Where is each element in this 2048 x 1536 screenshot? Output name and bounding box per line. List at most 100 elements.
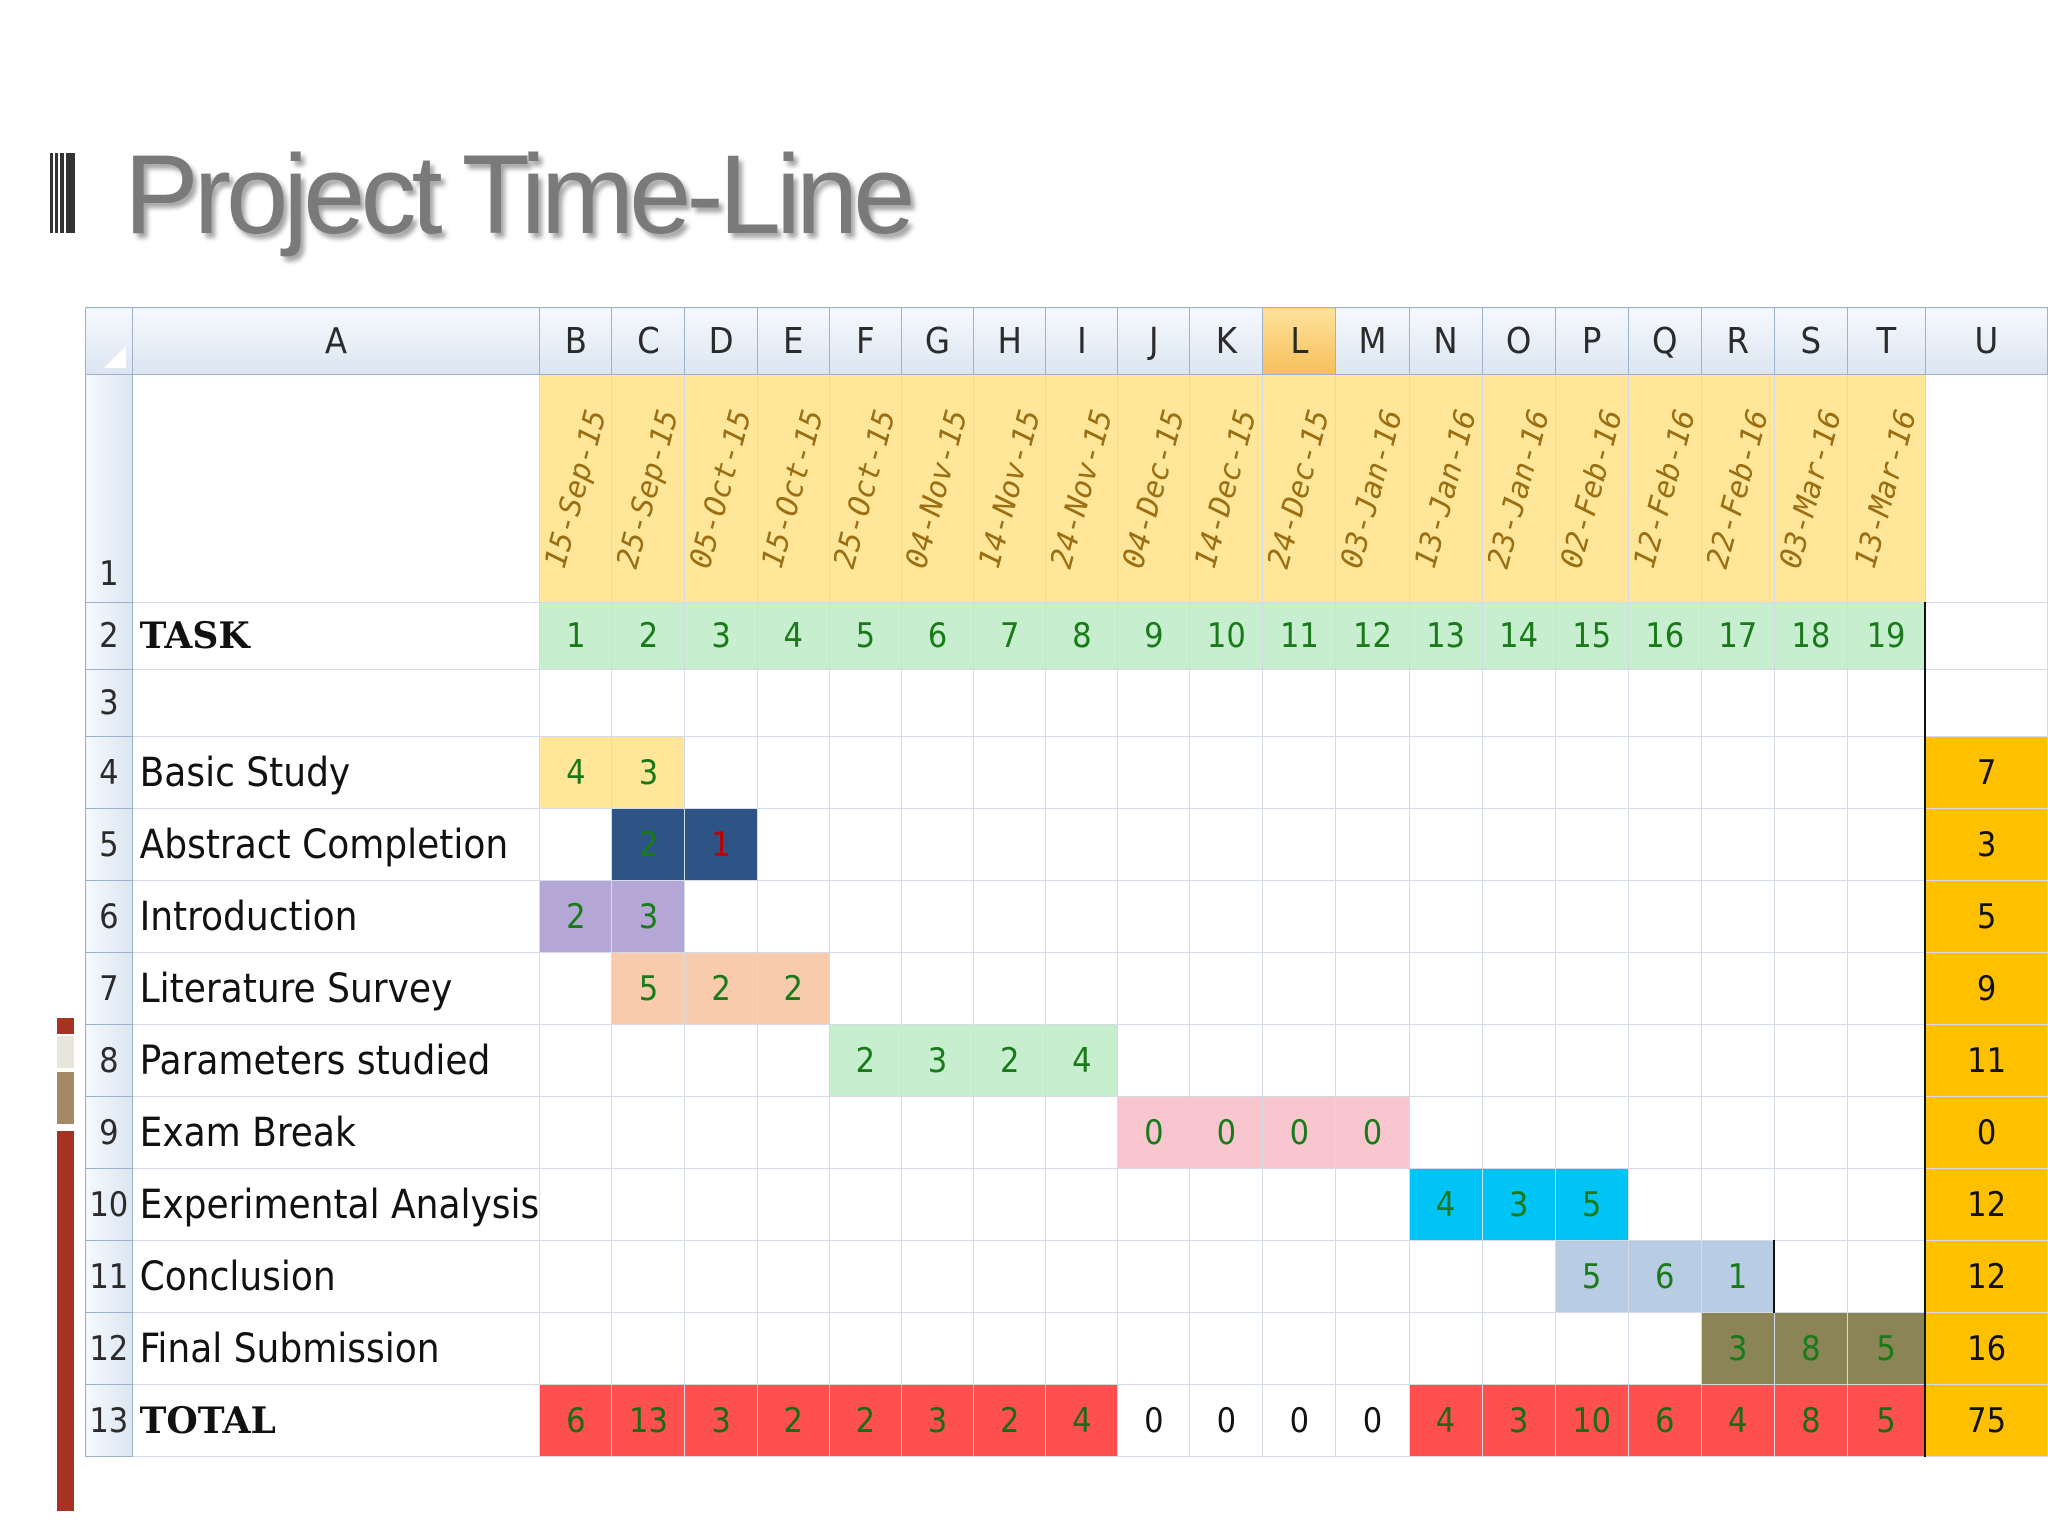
total-cell[interactable]: 4 — [1408, 1384, 1483, 1457]
task-total-cell[interactable]: 7 — [1924, 736, 2048, 809]
task-duration-cell[interactable]: 2 — [539, 880, 613, 953]
cell[interactable] — [1846, 669, 1927, 737]
total-label[interactable]: TOTAL — [131, 1384, 541, 1457]
cell[interactable] — [1627, 669, 1702, 737]
cell[interactable] — [684, 1240, 758, 1313]
cell[interactable] — [1700, 1168, 1775, 1241]
cell[interactable] — [1045, 880, 1119, 953]
cell[interactable] — [1846, 1024, 1927, 1097]
cell[interactable] — [1262, 1024, 1337, 1097]
cell[interactable] — [1189, 736, 1264, 809]
task-number-cell[interactable]: 14 — [1481, 602, 1556, 670]
cell[interactable] — [1627, 952, 1702, 1025]
cell[interactable] — [1335, 952, 1410, 1025]
cell[interactable] — [1262, 1240, 1337, 1313]
cell[interactable] — [1408, 808, 1483, 881]
cell[interactable] — [1189, 808, 1264, 881]
column-header[interactable]: D — [684, 307, 758, 375]
total-cell[interactable]: 3 — [900, 1384, 975, 1457]
cell[interactable] — [611, 1096, 686, 1169]
task-number-cell[interactable]: 7 — [973, 602, 1047, 670]
column-header[interactable]: L — [1262, 307, 1337, 375]
cell[interactable] — [1045, 1312, 1119, 1385]
task-duration-cell[interactable]: 2 — [611, 808, 686, 881]
date-cell[interactable]: 03-Jan-16 — [1335, 374, 1410, 603]
cell[interactable] — [828, 808, 902, 881]
cell[interactable] — [1189, 1312, 1264, 1385]
cell[interactable] — [1773, 1024, 1848, 1097]
cell[interactable] — [1408, 669, 1483, 737]
cell[interactable] — [756, 1312, 830, 1385]
cell[interactable] — [1335, 669, 1410, 737]
cell[interactable] — [684, 669, 758, 737]
column-header[interactable]: R — [1700, 307, 1775, 375]
cell[interactable] — [611, 1240, 686, 1313]
task-number-cell[interactable]: 16 — [1627, 602, 1702, 670]
cell[interactable] — [973, 1096, 1047, 1169]
column-header[interactable]: T — [1846, 307, 1926, 375]
cell[interactable] — [1627, 1168, 1702, 1241]
task-total-cell[interactable]: 0 — [1924, 1096, 2048, 1169]
task-total-cell[interactable]: 9 — [1924, 952, 2048, 1025]
cell[interactable] — [900, 1312, 975, 1385]
date-cell[interactable]: 03-Mar-16 — [1773, 374, 1848, 603]
date-cell[interactable]: 22-Feb-16 — [1700, 374, 1775, 603]
cell[interactable] — [1700, 1096, 1775, 1169]
task-duration-cell[interactable]: 3 — [900, 1024, 975, 1097]
task-name[interactable]: Parameters studied — [131, 1024, 541, 1097]
task-number-cell[interactable]: 12 — [1335, 602, 1410, 670]
cell[interactable] — [1627, 1096, 1702, 1169]
cell[interactable] — [1045, 669, 1119, 737]
cell[interactable] — [756, 669, 830, 737]
total-cell[interactable]: 5 — [1846, 1384, 1927, 1457]
date-cell[interactable]: 02-Feb-16 — [1554, 374, 1629, 603]
date-cell[interactable]: 15-Sep-15 — [539, 374, 613, 603]
cell[interactable] — [1189, 952, 1264, 1025]
cell[interactable] — [828, 952, 902, 1025]
cell[interactable] — [1117, 880, 1191, 953]
cell[interactable] — [1335, 808, 1410, 881]
cell[interactable] — [684, 1168, 758, 1241]
cell[interactable] — [1627, 808, 1702, 881]
cell[interactable] — [1773, 736, 1848, 809]
cell[interactable] — [1627, 736, 1702, 809]
total-cell[interactable]: 10 — [1554, 1384, 1629, 1457]
cell[interactable] — [1846, 1240, 1927, 1313]
cell[interactable] — [1262, 669, 1337, 737]
cell[interactable] — [828, 736, 902, 809]
cell[interactable] — [973, 1312, 1047, 1385]
task-duration-cell[interactable]: 3 — [611, 880, 686, 953]
column-header[interactable]: J — [1117, 307, 1191, 375]
cell[interactable] — [828, 1096, 902, 1169]
cell[interactable] — [1700, 808, 1775, 881]
task-duration-cell[interactable]: 1 — [1700, 1240, 1776, 1313]
cell[interactable] — [1627, 1024, 1702, 1097]
cell[interactable] — [828, 669, 902, 737]
cell[interactable] — [1117, 808, 1191, 881]
cell[interactable] — [900, 952, 975, 1025]
cell[interactable] — [1262, 1168, 1337, 1241]
row-header[interactable]: 12 — [85, 1312, 133, 1385]
cell[interactable] — [973, 669, 1047, 737]
task-duration-cell[interactable]: 8 — [1773, 1312, 1848, 1385]
cell[interactable] — [973, 1168, 1047, 1241]
cell[interactable] — [1045, 1096, 1119, 1169]
cell[interactable] — [1045, 952, 1119, 1025]
cell[interactable] — [1700, 952, 1775, 1025]
cell[interactable] — [1189, 1240, 1264, 1313]
task-duration-cell[interactable]: 3 — [1700, 1312, 1775, 1385]
cell[interactable] — [611, 1024, 686, 1097]
grand-total-cell[interactable]: 75 — [1924, 1384, 2048, 1457]
cell[interactable] — [1117, 1024, 1191, 1097]
total-cell[interactable]: 3 — [1481, 1384, 1556, 1457]
cell[interactable] — [1773, 1096, 1848, 1169]
cell[interactable] — [900, 880, 975, 953]
cell[interactable] — [1481, 736, 1556, 809]
task-total-cell[interactable]: 3 — [1924, 808, 2048, 881]
cell[interactable] — [756, 736, 830, 809]
task-number-cell[interactable]: 3 — [684, 602, 758, 670]
column-header[interactable]: A — [131, 307, 541, 375]
task-duration-cell[interactable]: 6 — [1627, 1240, 1702, 1313]
cell[interactable] — [1554, 1096, 1629, 1169]
cell[interactable] — [1262, 952, 1337, 1025]
